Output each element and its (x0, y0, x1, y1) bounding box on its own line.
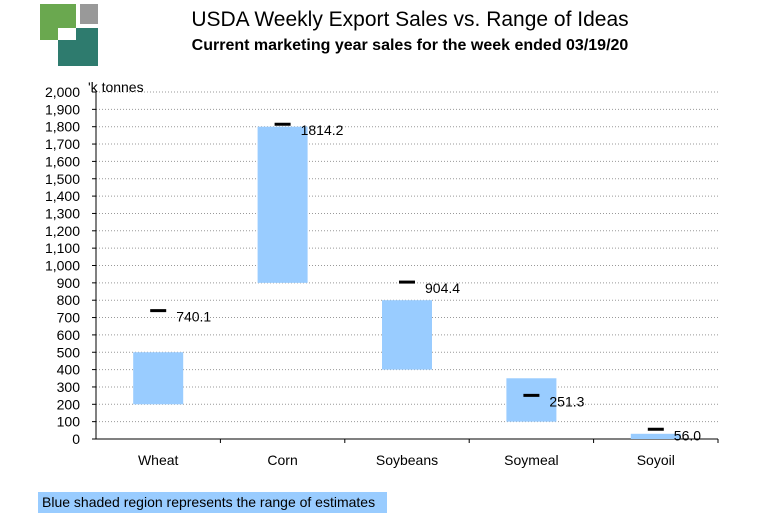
range-bar-soybeans (382, 300, 432, 370)
company-logo-icon (40, 4, 98, 66)
range-bar-soymeal (506, 378, 557, 422)
y-tick-label: 1,900 (45, 101, 80, 117)
y-axis-label: 'k tonnes (88, 79, 144, 95)
y-tick-label: 2,000 (45, 84, 80, 100)
range-bar-wheat (133, 352, 184, 405)
chart-subtitle: Current marketing year sales for the wee… (191, 37, 629, 54)
x-category-label: Soyoil (637, 452, 675, 468)
y-tick-label: 900 (57, 275, 81, 291)
y-tick-label: 1,600 (45, 153, 80, 169)
y-tick-label: 1,400 (45, 188, 80, 204)
x-category-label: Soymeal (504, 452, 558, 468)
y-tick-label: 400 (57, 362, 81, 378)
y-tick-label: 800 (57, 292, 81, 308)
y-tick-label: 200 (57, 396, 81, 412)
y-tick-label: 300 (57, 379, 81, 395)
y-tick-label: 500 (57, 344, 81, 360)
x-category-label: Corn (267, 452, 297, 468)
actual-value-label: 56.0 (674, 427, 701, 443)
actual-value-label: 904.4 (425, 280, 460, 296)
y-tick-label: 1,700 (45, 136, 80, 152)
x-category-label: Wheat (138, 452, 179, 468)
y-tick-label: 0 (72, 431, 80, 447)
y-tick-label: 1,000 (45, 258, 80, 274)
y-tick-label: 700 (57, 310, 81, 326)
chart-title: USDA Weekly Export Sales vs. Range of Id… (191, 8, 629, 31)
y-tick-label: 1,100 (45, 240, 80, 256)
x-category-label: Soybeans (376, 452, 438, 468)
actual-value-label: 1814.2 (301, 122, 344, 138)
range-bar-corn (257, 126, 308, 283)
y-tick-label: 1,300 (45, 205, 80, 221)
y-tick-label: 1,800 (45, 119, 80, 135)
y-tick-label: 600 (57, 327, 81, 343)
actual-value-label: 251.3 (549, 393, 584, 409)
actual-value-label: 740.1 (176, 309, 211, 325)
y-tick-label: 100 (57, 414, 81, 430)
range-bar-soyoil (630, 433, 681, 439)
y-tick-label: 1,500 (45, 171, 80, 187)
y-tick-label: 1,200 (45, 223, 80, 239)
legend-footnote: Blue shaded region represents the range … (38, 492, 388, 513)
